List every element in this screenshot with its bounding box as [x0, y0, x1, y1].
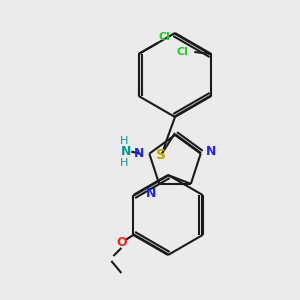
Text: Cl: Cl	[176, 47, 188, 57]
Text: N: N	[206, 145, 216, 158]
Text: O: O	[116, 236, 127, 250]
Text: N: N	[134, 147, 144, 160]
Text: H: H	[120, 136, 128, 146]
Text: N: N	[121, 145, 131, 158]
Text: S: S	[156, 148, 166, 162]
Text: H: H	[120, 158, 128, 168]
Text: Cl: Cl	[159, 32, 171, 42]
Text: N: N	[146, 187, 156, 200]
